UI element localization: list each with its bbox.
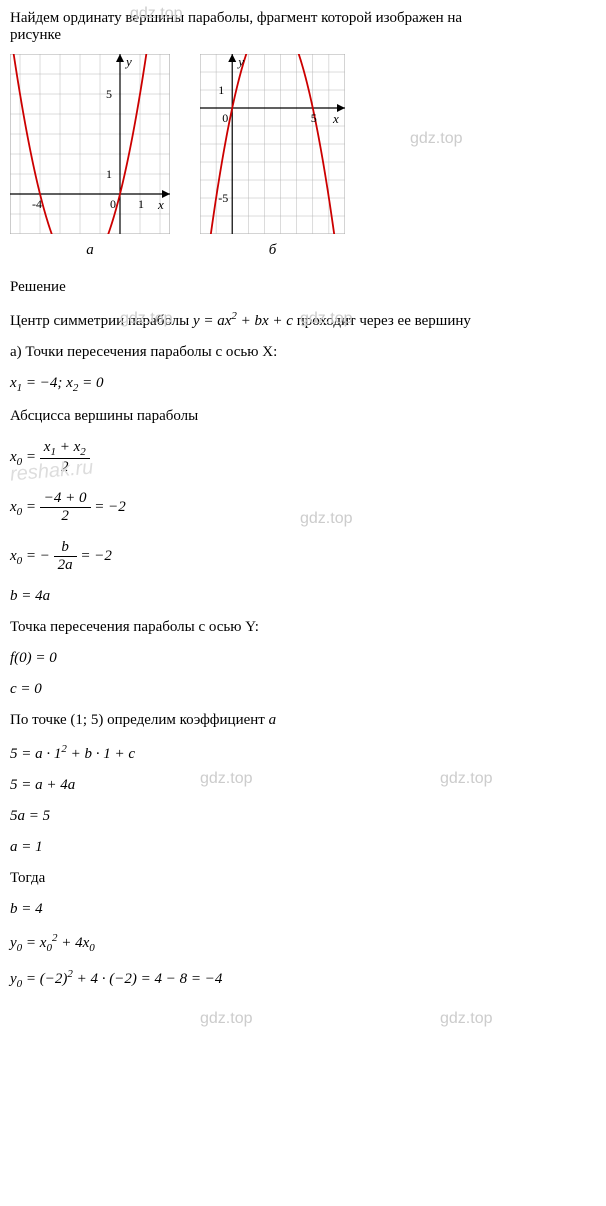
watermark: gdz.top [440,1010,492,1028]
svg-text:1: 1 [106,167,112,181]
solution-line: b = 4a [10,588,596,605]
graph-a-label: а [86,242,94,259]
svg-text:-4: -4 [32,197,42,211]
solution-line: 5 = a · 12 + b · 1 + c [10,743,596,763]
solution-line: По точке (1; 5) определим коэффициент a [10,712,596,729]
graph-a: y x -4 0 1 1 5 [10,54,170,234]
problem-line2: рисунке [10,27,61,43]
solution-line: Абсцисса вершины параболы [10,408,596,425]
solution-header: Решение [10,279,596,296]
solution-line: 5 = a + 4a [10,777,596,794]
solution-line: x0 = − b2a = −2 [10,539,596,574]
graph-b-block: y x 0 5 -5 1 б [200,54,345,259]
svg-text:y: y [236,54,244,69]
problem-line1: Найдем ординату вершины параболы, фрагме… [10,10,462,26]
svg-text:0: 0 [110,197,116,211]
solution-line: y0 = x02 + 4x0 [10,932,596,954]
solution-line: x0 = −4 + 02 = −2 [10,490,596,525]
svg-text:y: y [124,54,132,69]
graph-b-label: б [269,242,277,259]
watermark: gdz.top [200,1010,252,1028]
solution-line: f(0) = 0 [10,650,596,667]
solution-line: b = 4 [10,901,596,918]
solution-line: а) Точки пересечения параболы с осью X: [10,344,596,361]
solution-line: y0 = (−2)2 + 4 · (−2) = 4 − 8 = −4 [10,968,596,990]
svg-text:0: 0 [222,111,228,125]
svg-text:1: 1 [218,83,224,97]
solution-line: 5a = 5 [10,808,596,825]
solution-line: Тогда [10,870,596,887]
graphs-row: y x -4 0 1 1 5 а y x 0 5 -5 1 б [10,54,596,259]
solution-line: a = 1 [10,839,596,856]
solution-line: Центр симметрии параболы y = ax2 + bx + … [10,310,596,330]
svg-text:1: 1 [138,197,144,211]
solution-line: c = 0 [10,681,596,698]
solution-line: Точка пересечения параболы с осью Y: [10,619,596,636]
svg-text:-5: -5 [218,191,228,205]
svg-text:x: x [332,111,339,126]
graph-a-block: y x -4 0 1 1 5 а [10,54,170,259]
solution-line: x0 = x1 + x22 [10,439,596,476]
svg-text:x: x [157,197,164,212]
solution-line: x1 = −4; x2 = 0 [10,375,596,394]
svg-text:5: 5 [311,111,317,125]
svg-text:5: 5 [106,87,112,101]
problem-statement: Найдем ординату вершины параболы, фрагме… [10,10,596,44]
graph-b: y x 0 5 -5 1 [200,54,345,234]
